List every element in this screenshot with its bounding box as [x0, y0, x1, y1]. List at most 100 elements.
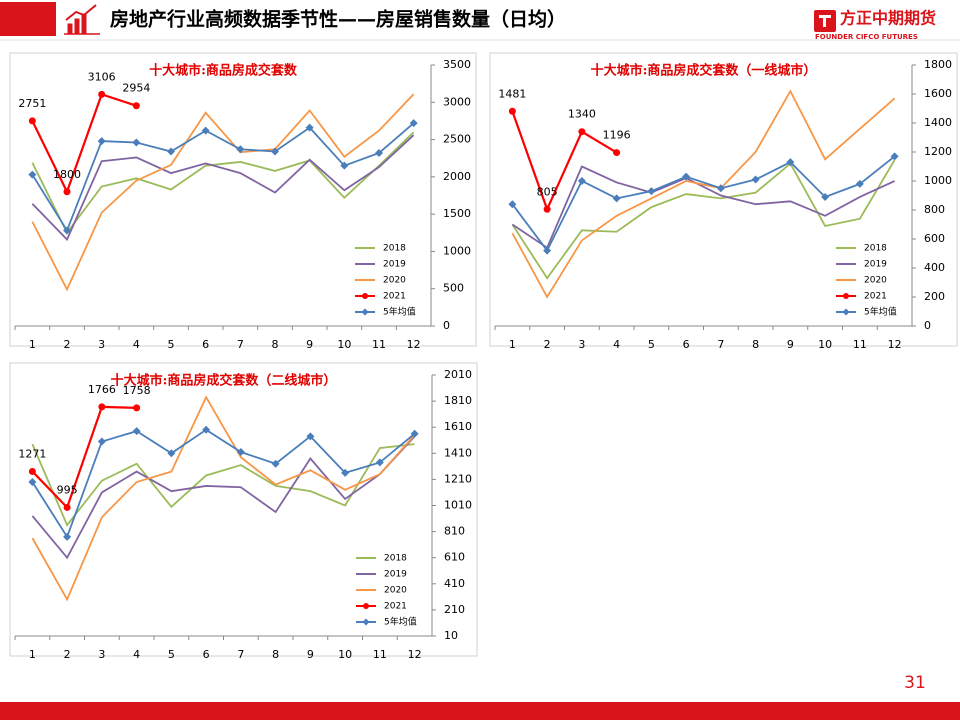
- series-line: [511, 89, 896, 299]
- point: [543, 205, 551, 213]
- y-tick-label: 410: [444, 577, 465, 590]
- logo-sub: FOUNDER CIFCO FUTURES: [815, 33, 918, 41]
- point: [508, 200, 517, 209]
- y-tick-label: 810: [444, 525, 465, 538]
- x-tick-label: 11: [853, 338, 867, 351]
- y-tick-label: 610: [444, 551, 465, 564]
- data-label: 1766: [88, 383, 116, 396]
- point: [716, 184, 725, 193]
- page-number: 31: [904, 673, 926, 693]
- point: [28, 117, 36, 125]
- y-tick-label: 600: [924, 232, 945, 245]
- legend-marker: [362, 618, 370, 626]
- y-tick-label: 2000: [443, 170, 471, 183]
- point: [647, 187, 656, 196]
- x-tick-label: 3: [98, 338, 105, 351]
- point: [132, 102, 140, 110]
- header-block: [0, 2, 56, 36]
- x-tick-label: 12: [888, 338, 902, 351]
- point: [786, 158, 795, 167]
- x-tick-label: 8: [272, 648, 279, 661]
- point: [28, 170, 37, 179]
- y-tick-label: 1000: [924, 174, 952, 187]
- point: [306, 432, 315, 441]
- x-tick-label: 2: [544, 338, 551, 351]
- data-label: 995: [57, 483, 78, 496]
- point: [97, 437, 106, 446]
- point: [201, 126, 210, 135]
- series-line: [511, 155, 896, 253]
- x-tick-label: 12: [408, 648, 422, 661]
- x-tick-label: 4: [613, 338, 620, 351]
- series-line: [31, 134, 415, 242]
- y-tick-label: 400: [924, 261, 945, 274]
- point: [578, 128, 586, 136]
- x-tick-label: 9: [787, 338, 794, 351]
- series-line: [511, 165, 896, 250]
- x-tick-label: 11: [373, 648, 387, 661]
- point: [410, 429, 419, 438]
- data-label: 1481: [498, 87, 526, 100]
- point: [821, 192, 830, 201]
- point: [63, 226, 71, 235]
- legend-label: 2018: [383, 244, 406, 254]
- legend-marker: [361, 308, 369, 316]
- point: [167, 147, 175, 156]
- legend-label: 5年均值: [864, 306, 897, 318]
- point: [236, 145, 245, 154]
- x-tick-label: 10: [338, 648, 352, 661]
- x-tick-label: 6: [683, 338, 690, 351]
- point: [63, 188, 71, 196]
- x-tick-label: 1: [29, 648, 36, 661]
- x-tick-label: 5: [648, 338, 655, 351]
- series-line: [31, 122, 415, 233]
- y-tick-label: 2500: [443, 133, 471, 146]
- series-line: [31, 435, 416, 560]
- point: [98, 90, 106, 98]
- legend-marker: [842, 308, 850, 316]
- x-tick-label: 4: [133, 648, 140, 661]
- y-tick-label: 1600: [924, 87, 952, 100]
- y-tick-label: 210: [444, 603, 465, 616]
- y-tick-label: 1800: [924, 58, 952, 71]
- series-line: [511, 110, 618, 213]
- chart: 十大城市:商品房成交套数（一线城市） 0 200 400 600 800 1000 1200 1…: [489, 52, 958, 351]
- legend-label: 5年均值: [383, 306, 416, 318]
- point: [132, 138, 141, 147]
- data-label: 1196: [603, 129, 631, 142]
- x-tick-label: 1: [29, 338, 36, 351]
- chart-frame: [9, 362, 478, 657]
- y-tick-label: 2010: [444, 368, 472, 381]
- y-tick-label: 10: [444, 629, 458, 642]
- x-tick-label: 7: [237, 648, 244, 661]
- series-line: [31, 93, 137, 195]
- x-tick-label: 7: [717, 338, 724, 351]
- x-tick-label: 9: [307, 648, 314, 661]
- legend-label: 2020: [383, 276, 406, 286]
- point: [340, 161, 349, 170]
- x-tick-label: 8: [272, 338, 279, 351]
- y-tick-label: 0: [924, 319, 931, 332]
- header-icon: [64, 4, 100, 35]
- x-tick-label: 3: [578, 338, 585, 351]
- point: [63, 532, 72, 541]
- x-tick-label: 10: [337, 338, 351, 351]
- data-label: 1271: [18, 447, 46, 460]
- point: [508, 107, 516, 115]
- point: [28, 467, 36, 475]
- y-tick-label: 3500: [443, 58, 471, 71]
- point: [890, 152, 899, 161]
- x-tick-label: 1: [509, 338, 516, 351]
- point: [167, 449, 176, 458]
- y-tick-label: 1200: [924, 145, 952, 158]
- chart-frame: [489, 52, 958, 347]
- point: [202, 425, 211, 434]
- x-tick-label: 6: [202, 338, 209, 351]
- legend-marker: [363, 603, 369, 609]
- point: [409, 119, 418, 128]
- x-tick-label: 5: [168, 648, 175, 661]
- point: [271, 147, 279, 156]
- series-line: [31, 93, 415, 292]
- chart-title: 十大城市:商品房成交套数（一线城市）: [591, 63, 817, 79]
- y-tick-label: 800: [924, 203, 945, 216]
